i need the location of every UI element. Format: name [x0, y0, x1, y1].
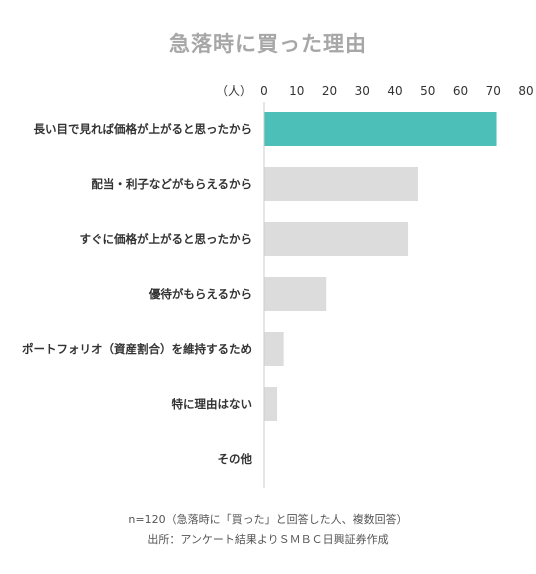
x-tick-label: 50 [420, 84, 435, 98]
category-label: ポートフォリオ（資産割合）を維持するため [22, 342, 252, 356]
bar [264, 112, 497, 146]
category-label: その他 [218, 452, 253, 466]
x-tick-label: 80 [518, 84, 533, 98]
bar [264, 277, 327, 311]
x-tick-label: 0 [260, 84, 268, 98]
x-tick-label: 10 [289, 84, 304, 98]
x-tick-label: 20 [322, 84, 337, 98]
x-tick-label: 40 [387, 84, 402, 98]
unit-label: （人） [216, 84, 252, 98]
bar [264, 167, 418, 201]
chart-title: 急落時に買った理由 [169, 32, 367, 56]
category-label: 優待がもらえるから [148, 287, 252, 301]
x-tick-label: 30 [355, 84, 370, 98]
x-tick-label: 70 [486, 84, 501, 98]
category-label: すぐに価格が上がると思ったから [80, 232, 253, 246]
bar [264, 222, 409, 256]
source-note: 出所：アンケート結果よりＳＭＢＣ日興証券作成 [147, 533, 389, 546]
category-label: 特に理由はない [172, 397, 253, 411]
bar [264, 387, 278, 421]
sample-note: n=120（急落時に「買った」と回答した人、複数回答） [128, 513, 408, 526]
category-label: 長い目で見れば価格が上がると思ったから [34, 122, 253, 136]
x-tick-label: 60 [453, 84, 468, 98]
category-label: 配当・利子などがもらえるから [91, 177, 252, 191]
bar [264, 332, 284, 366]
